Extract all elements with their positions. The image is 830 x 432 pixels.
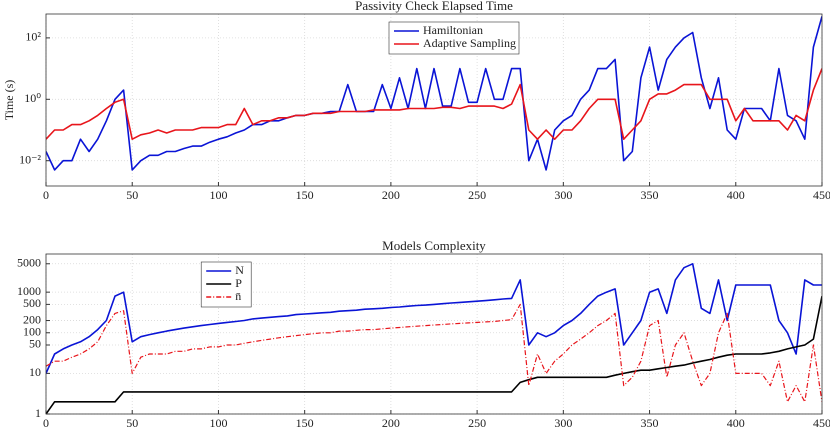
x-tick-label: 50 (126, 188, 138, 202)
x-tick-label: 350 (641, 416, 659, 430)
legend-label: Adaptive Sampling (423, 36, 516, 50)
x-tick-label: 400 (727, 188, 745, 202)
chart-title: Passivity Check Elapsed Time (355, 0, 513, 13)
x-tick-label: 350 (641, 188, 659, 202)
legend-label: P (235, 276, 242, 290)
chart-title: Models Complexity (382, 238, 486, 253)
series-line (46, 68, 822, 140)
y-axis-label: Time (s) (2, 80, 16, 121)
series-line (46, 303, 822, 403)
x-tick-label: 150 (296, 188, 314, 202)
axes-box (45, 13, 823, 187)
y-tick-label: 500 (23, 296, 41, 310)
x-tick-label: 50 (126, 416, 138, 430)
x-tick-label: 200 (382, 416, 400, 430)
y-tick-label: 10 (29, 365, 41, 379)
y-tick-label: 5000 (17, 256, 41, 270)
y-tick-label: 200 (23, 312, 41, 326)
y-tick-label: 1000 (17, 284, 41, 298)
y-tick-label: 100 (23, 325, 41, 339)
subplot: 0 50 100 150 200 250 300 350 400 4501105010020050… (17, 238, 830, 430)
series-line (46, 263, 822, 374)
x-tick-label: 0 (43, 188, 49, 202)
x-tick-label: 100 (209, 416, 227, 430)
legend-label: n̄ (235, 289, 241, 303)
x-tick-label: 0 (43, 416, 49, 430)
x-tick-label: 300 (554, 416, 572, 430)
x-tick-label: 450 (813, 416, 830, 430)
x-tick-label: 300 (554, 188, 572, 202)
x-tick-label: 250 (468, 188, 486, 202)
series-line (46, 295, 822, 414)
x-tick-label: 250 (468, 416, 486, 430)
lines (46, 263, 822, 414)
legend-box (388, 21, 520, 55)
series-line (46, 16, 822, 171)
y-tick-label: 10⁰ (24, 91, 41, 105)
legend-label: Hamiltonian (423, 23, 483, 37)
x-tick-label: 400 (727, 416, 745, 430)
x-tick-label: 100 (209, 188, 227, 202)
y-tick-label: 1 (35, 406, 41, 420)
lines (46, 16, 822, 171)
y-tick-label: 10⁻² (19, 152, 41, 166)
axes-box (45, 253, 823, 415)
plot-area (46, 254, 822, 414)
y-tick-label: 10² (25, 30, 41, 44)
y-tick-label: 50 (29, 337, 41, 351)
subplot: 0 50 100 150 200 250 300 350 400 450 10⁻² 10⁰ 10² Pas… (2, 0, 830, 202)
legend-label: N (235, 263, 244, 277)
x-tick-label: 200 (382, 188, 400, 202)
x-tick-label: 450 (813, 188, 830, 202)
x-tick-label: 150 (296, 416, 314, 430)
